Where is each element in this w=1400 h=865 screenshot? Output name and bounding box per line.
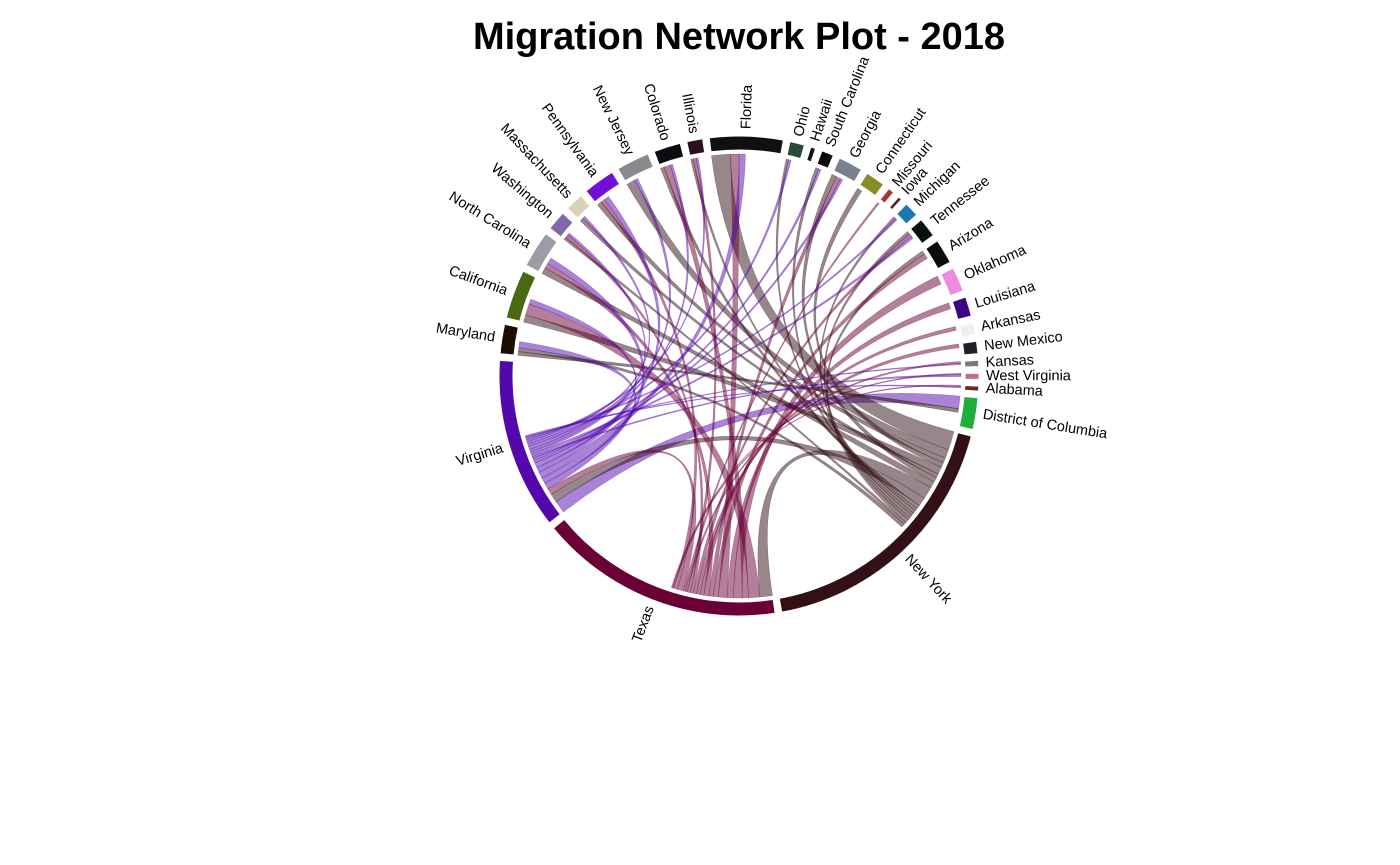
sector-missouri [879,187,895,204]
sector-label-arizona: Arizona [946,215,997,255]
sector-maryland [499,323,519,356]
sector-washington [549,212,574,238]
sector-arkansas [958,321,976,338]
chord-virginia-to-west-virginia [531,374,962,459]
chord-virginia-to-illinois [526,157,705,443]
chord-sectors [498,135,980,617]
sector-pennsylvania [585,171,621,203]
sector-label-california: California [447,263,511,299]
sector-california [505,270,537,322]
chord-new-york-to-maryland [518,347,905,528]
chord-new-york-to-arizona [826,250,925,523]
chord-texas-to-west-virginia [670,373,962,589]
sector-label-west-virginia: West Virginia [986,368,1072,384]
sector-michigan [895,203,918,225]
sector-new-jersey [617,153,654,182]
chord-texas-to-florida [717,153,740,598]
sector-illinois [686,138,706,157]
chord-texas-to-tennessee [692,233,912,595]
sector-label-kansas: Kansas [985,352,1034,371]
chord-virginia-to-florida [538,153,746,479]
chord-virginia-to-michigan [525,218,898,441]
chord-texas-to-illinois [686,157,717,593]
sector-louisiana [951,296,972,321]
sector-oklahoma [940,267,964,297]
sector-label-new-mexico: New Mexico [983,329,1063,354]
sector-colorado [653,142,685,166]
sector-label-new-jersey: New Jersey [589,83,637,159]
sector-new-mexico [962,340,979,356]
sector-hawaii [806,146,817,163]
chord-virginia-to-georgia [533,178,844,464]
chord-texas-to-alabama [672,384,962,589]
chord-texas-to-georgia [708,176,841,597]
sector-kansas [963,359,980,368]
chord-texas-to-new-mexico [696,343,960,595]
sector-massachusetts [566,194,591,219]
sector-label-florida: Florida [738,84,755,130]
sector-north-carolina [525,232,558,273]
sector-new-york [778,432,972,613]
sector-tennessee [909,219,935,245]
sector-label-new-york: New York [901,551,955,607]
sector-ohio [786,140,806,160]
sector-georgia [833,157,863,183]
chord-texas-to-louisiana [726,302,951,599]
sector-label-texas: Texas [629,604,658,645]
chord-texas-to-kansas [684,361,961,593]
chord-new-york-to-texas [757,449,932,598]
sector-label-maryland: Maryland [435,321,496,346]
sector-district-of-columbia [958,395,979,431]
sector-label-ohio: Ohio [791,105,814,139]
sector-label-alabama: Alabama [985,381,1044,400]
sector-west-virginia [964,372,980,380]
sector-label-district-of-columbia: District of Columbia [982,407,1110,443]
sector-iowa [888,196,903,211]
chord-links [517,153,962,599]
chord-texas-to-arizona [712,253,928,598]
sector-texas [552,518,776,617]
sector-label-illinois: Illinois [678,92,701,135]
chord-texas-to-missouri [683,202,880,592]
sector-label-virginia: Virginia [454,440,506,470]
chord-virginia-to-ohio [527,159,792,447]
sector-florida [708,135,784,155]
sector-label-oklahoma: Oklahoma [962,242,1030,284]
sector-label-georgia: Georgia [847,107,886,161]
chord-texas-to-pennsylvania [600,199,697,590]
sector-connecticut [859,172,885,197]
chord-virginia-to-alabama [524,384,962,438]
chord-new-york-to-connecticut [813,187,944,468]
sector-arizona [925,240,951,270]
sector-label-colorado: Colorado [640,82,673,143]
sector-south-carolina [816,150,835,169]
sector-virginia [498,359,562,524]
sector-label-louisiana: Louisiana [973,278,1038,312]
chord-new-york-to-washington [563,236,907,525]
chord-virginia-to-tennessee [530,235,914,458]
chord-new-york-to-new-jersey [626,179,949,459]
sector-alabama [964,384,980,392]
chord-virginia-to-washington [530,232,646,455]
chart-title: Migration Network Plot - 2018 [472,16,1006,58]
sector-label-arkansas: Arkansas [980,307,1042,335]
